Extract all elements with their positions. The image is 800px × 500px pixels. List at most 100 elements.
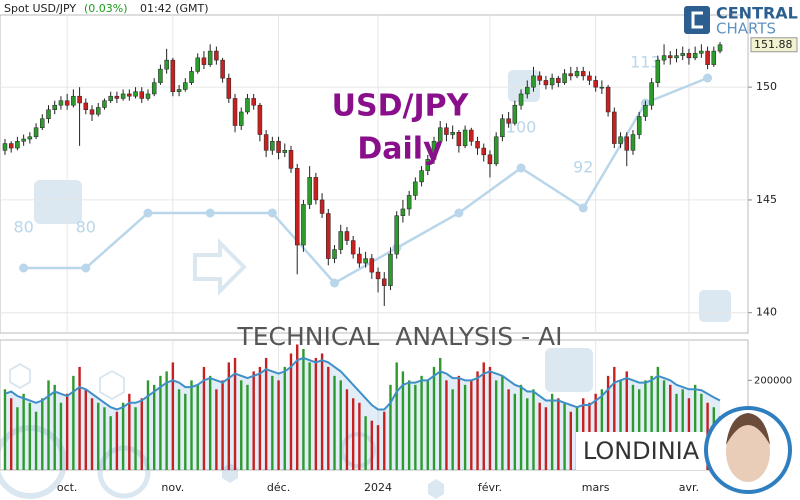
volume-bar — [401, 371, 405, 470]
volume-bar — [351, 398, 355, 470]
volume-bar — [563, 402, 566, 470]
candle-body — [21, 138, 26, 142]
candle-body — [487, 154, 493, 165]
candle-body — [257, 104, 263, 135]
volume-bar — [296, 344, 299, 470]
candle-body — [170, 59, 176, 92]
volume-bar — [140, 398, 143, 470]
score-point — [81, 263, 91, 273]
volume-bar — [165, 371, 168, 470]
volume-bar — [277, 380, 280, 470]
volume-bar — [470, 380, 473, 470]
banner: TECHNICAL ANALYSIS - AI — [236, 322, 562, 351]
candle-body — [618, 136, 623, 144]
score-label: 80 — [76, 218, 96, 237]
candle-body — [599, 86, 605, 89]
candle-body — [705, 50, 710, 65]
volume-bar — [16, 407, 19, 470]
volume-bar — [202, 366, 206, 470]
watermark-period: Daily — [357, 132, 443, 167]
candle-body — [674, 55, 679, 59]
x-tick-label: déc. — [267, 481, 290, 494]
candle-body — [220, 59, 225, 79]
hexagon — [428, 479, 444, 499]
candle-body — [27, 136, 33, 140]
volume-bar — [501, 375, 504, 470]
candle-body — [549, 77, 555, 86]
score-label: 80 — [13, 218, 33, 237]
candle-body — [251, 98, 256, 106]
candle-body — [207, 50, 213, 65]
volume-bar — [631, 384, 635, 470]
volume-bar — [159, 375, 162, 470]
candle-body — [375, 271, 381, 280]
volume-bar — [538, 402, 541, 470]
candle-body — [276, 141, 281, 153]
score-point — [578, 203, 588, 213]
candle-body — [127, 93, 132, 97]
volume-bar — [370, 420, 374, 470]
candle-body — [2, 143, 8, 151]
candle-body — [431, 141, 437, 160]
score-point — [267, 208, 277, 218]
volume-bar — [252, 371, 255, 470]
volume-bar — [109, 416, 112, 470]
x-tick-label: févr. — [478, 481, 502, 494]
candle-body — [562, 73, 567, 83]
avatar — [704, 406, 792, 494]
volume-bar — [519, 384, 523, 470]
candle-body — [307, 177, 312, 205]
logo-text: CENTRAL — [716, 4, 798, 23]
score-point — [454, 208, 464, 218]
candle-body — [518, 93, 524, 106]
volume-bar — [221, 380, 224, 470]
y-tick-label: 140 — [756, 306, 777, 319]
volume-bar — [177, 389, 181, 470]
volume-bar — [476, 371, 479, 470]
candle-body — [8, 143, 14, 149]
volume-bar — [246, 384, 249, 470]
candle-body — [630, 134, 636, 151]
volume-bar — [389, 384, 392, 470]
candle-body — [158, 68, 163, 83]
volume-panel — [0, 339, 749, 471]
volume-bar — [41, 398, 44, 470]
hexagon — [99, 369, 125, 401]
candle-body — [456, 132, 462, 147]
candle-body — [64, 100, 70, 106]
circle-icon — [340, 432, 376, 468]
score-point — [19, 263, 29, 273]
candle-body — [95, 107, 101, 115]
candle-body — [40, 118, 45, 129]
candle-body — [120, 93, 126, 99]
volume-bar — [128, 393, 131, 470]
candle-body — [717, 44, 723, 52]
volume-bar — [656, 366, 660, 470]
logo-mark — [691, 11, 703, 29]
change: (0.03%) — [84, 2, 128, 15]
candle-body — [83, 102, 89, 110]
volume-bar — [669, 384, 672, 470]
volume-bar — [681, 389, 684, 470]
candle-body — [537, 75, 542, 81]
candle-body — [226, 77, 232, 99]
volume-bar — [414, 384, 417, 470]
score-point — [143, 208, 153, 218]
candle-body — [580, 71, 586, 77]
volume-bar — [488, 366, 492, 470]
candle-body — [77, 95, 82, 104]
volume-bar — [550, 393, 554, 470]
candle-body — [282, 150, 288, 153]
candle-body — [363, 258, 368, 264]
candle-body — [556, 77, 561, 83]
volume-bar — [364, 416, 367, 470]
volume-bar — [53, 384, 56, 470]
candle-body — [469, 129, 474, 142]
x-tick-label: avr. — [679, 481, 699, 494]
candle-body — [624, 136, 630, 151]
volume-bar — [28, 402, 32, 470]
candle-body — [145, 93, 151, 99]
candle-body — [444, 127, 449, 135]
hexagon — [9, 362, 31, 390]
volume-bar — [600, 389, 604, 470]
